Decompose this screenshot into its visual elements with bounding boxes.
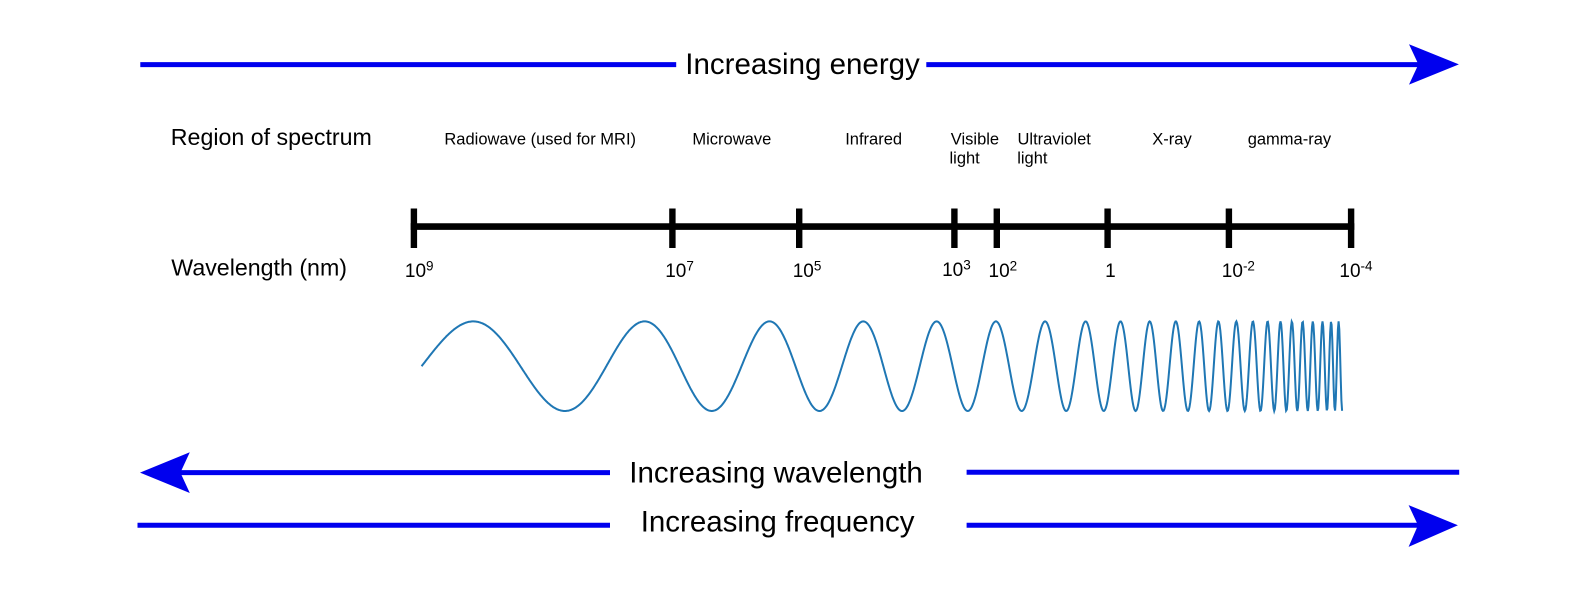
- svg-text:Increasing energy: Increasing energy: [685, 48, 920, 81]
- svg-text:Region of spectrum: Region of spectrum: [171, 124, 372, 150]
- svg-text:Ultraviolet: Ultraviolet: [1018, 131, 1092, 149]
- svg-text:Radiowave (used for MRI): Radiowave (used for MRI): [444, 131, 636, 149]
- svg-text:103: 103: [942, 257, 971, 281]
- svg-text:Increasing wavelength: Increasing wavelength: [629, 457, 923, 490]
- svg-text:105: 105: [793, 259, 822, 283]
- svg-text:X-ray: X-ray: [1152, 131, 1192, 149]
- svg-text:Infrared: Infrared: [845, 131, 902, 149]
- svg-text:Increasing frequency: Increasing frequency: [641, 505, 915, 538]
- svg-text:Wavelength (nm): Wavelength (nm): [171, 255, 347, 281]
- svg-text:Microwave: Microwave: [692, 131, 771, 149]
- svg-text:light: light: [1017, 149, 1048, 167]
- svg-text:10-4: 10-4: [1339, 259, 1373, 283]
- svg-text:gamma-ray: gamma-ray: [1248, 131, 1332, 149]
- svg-text:light: light: [950, 149, 981, 167]
- svg-text:109: 109: [405, 259, 434, 283]
- svg-text:1: 1: [1105, 261, 1116, 282]
- svg-text:10-2: 10-2: [1222, 259, 1255, 283]
- svg-text:Visible: Visible: [951, 131, 999, 149]
- svg-text:107: 107: [665, 259, 694, 283]
- svg-text:102: 102: [989, 259, 1018, 283]
